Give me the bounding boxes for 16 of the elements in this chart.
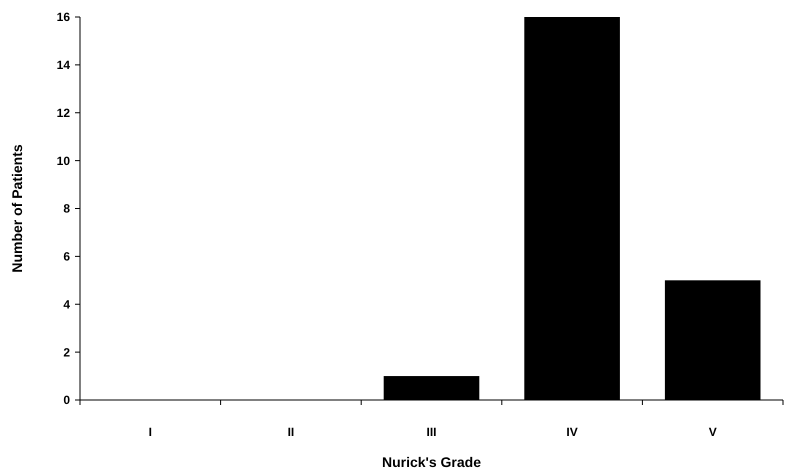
y-tick-label: 0 (63, 393, 70, 408)
x-tick-label: III (426, 425, 437, 439)
y-tick-label: 6 (63, 250, 70, 264)
y-tick-label: 10 (56, 154, 70, 168)
y-tick-label: 16 (56, 10, 70, 24)
x-axis-title: Nurick's Grade (382, 454, 482, 470)
y-tick-label: 14 (56, 58, 70, 72)
y-axis-title: Number of Patients (9, 144, 25, 273)
x-tick-label: II (288, 425, 294, 439)
y-tick-label: 2 (63, 345, 70, 360)
x-tick-label: I (148, 425, 152, 439)
y-tick-label: 12 (56, 106, 70, 120)
y-tick-label: 8 (63, 202, 70, 216)
y-tick-label: 4 (63, 297, 70, 312)
x-tick-label: IV (566, 425, 578, 439)
x-tick-label: V (708, 425, 717, 439)
